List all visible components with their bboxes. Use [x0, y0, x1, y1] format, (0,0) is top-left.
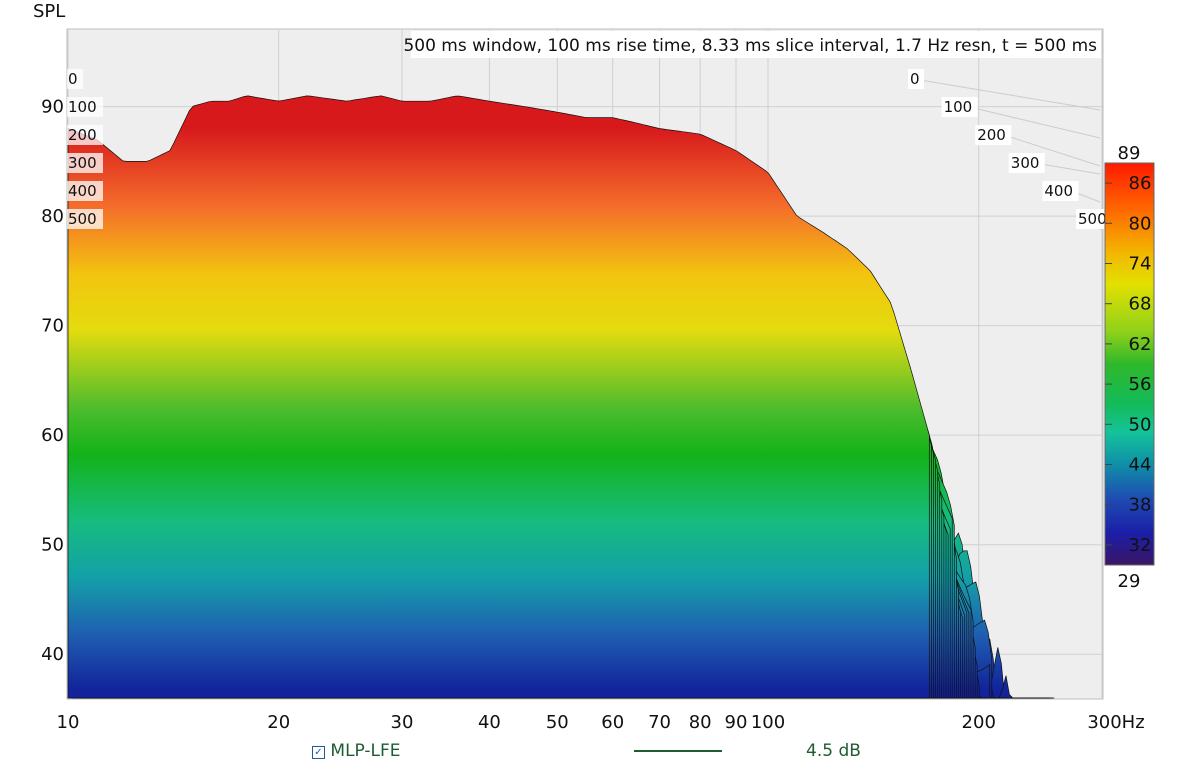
legend-smoothing: 4.5 dB — [806, 741, 861, 761]
y-tick-label: 90 — [41, 97, 64, 118]
time-grid-line — [1040, 163, 1101, 175]
colorbar-tick-label: 74 — [1129, 254, 1152, 275]
y-axis-label: SPL — [33, 1, 65, 22]
y-tick-label: 70 — [41, 316, 64, 337]
colorbar-min-label: 29 — [1118, 571, 1141, 592]
x-tick-label: 50 — [546, 712, 569, 733]
colorbar-tick-label: 32 — [1129, 535, 1152, 556]
x-tick-label: 30 — [391, 712, 414, 733]
checkbox-icon[interactable]: ✓ — [312, 746, 325, 759]
title-box — [411, 31, 1101, 58]
colorbar-tick-label: 80 — [1129, 213, 1152, 234]
time-tick-bg — [67, 181, 103, 201]
waterfall-slice — [67, 95, 930, 699]
x-tick-label: 90 — [725, 712, 748, 733]
time-grid-line — [1007, 135, 1101, 167]
chart-title: 500 ms window, 100 ms rise time, 8.33 ms… — [403, 36, 1097, 56]
time-tick-left: 500 — [68, 210, 97, 228]
x-axis: 10 20 30 40 50 60 70 80 90 100 200 300Hz — [57, 712, 1145, 733]
waterfall-surface — [67, 95, 1055, 699]
x-tick-label: 70 — [648, 712, 671, 733]
time-tick-left: 200 — [68, 126, 97, 144]
x-tick-label: 10 — [57, 712, 80, 733]
time-tick-bg — [67, 97, 103, 117]
time-tick-bg — [908, 69, 924, 89]
time-tick-bg — [67, 153, 103, 173]
time-tick-left: 300 — [68, 154, 97, 172]
time-tick-left: 400 — [68, 182, 97, 200]
time-tick-right: 200 — [977, 126, 1006, 144]
time-tick-bg — [67, 125, 103, 145]
time-tick-bg — [975, 125, 1012, 145]
x-tick-label: 80 — [689, 712, 712, 733]
colorbar-tick-label: 56 — [1129, 374, 1152, 395]
y-tick-label: 40 — [41, 644, 64, 665]
time-grid-line — [919, 79, 1101, 111]
legend-series-name: MLP-LFE — [330, 741, 401, 761]
colorbar-scale — [1104, 162, 1155, 566]
colorbar-tick-label: 86 — [1129, 173, 1152, 194]
y-axis: 40 50 60 70 80 90 — [41, 97, 64, 666]
y-tick-label: 60 — [41, 425, 64, 446]
colorbar-tick-label: 38 — [1129, 495, 1152, 516]
legend-line-sample — [634, 750, 722, 752]
legend-series[interactable]: ✓ MLP-LFE — [312, 741, 401, 761]
colorbar-tick-label: 62 — [1129, 334, 1152, 355]
time-tick-left: 0 — [68, 70, 78, 88]
y-tick-label: 80 — [41, 206, 64, 227]
time-tick-right: 500 — [1078, 210, 1107, 228]
time-tick-right: 400 — [1044, 182, 1073, 200]
time-tick-left: 100 — [68, 98, 97, 116]
x-tick-label: 20 — [267, 712, 290, 733]
colorbar-tick-label: 68 — [1129, 294, 1152, 315]
x-tick-label: 40 — [478, 712, 501, 733]
time-tick-bg — [67, 209, 103, 229]
time-tick-bg — [1042, 181, 1079, 201]
time-tick-bg — [1008, 153, 1045, 173]
time-tick-bg — [67, 69, 83, 89]
x-tick-label: 300Hz — [1087, 712, 1144, 733]
time-tick-right: 0 — [910, 70, 920, 88]
time-grid-line — [973, 107, 1101, 139]
colorbar: 89 29 86 80 74 68 62 56 50 44 38 32 — [1104, 143, 1155, 592]
time-tick-bg — [1076, 209, 1112, 229]
y-tick-label: 50 — [41, 535, 64, 556]
time-grid-line — [1074, 191, 1101, 203]
time-tick-right: 100 — [944, 98, 973, 116]
colorbar-max-label: 89 — [1118, 143, 1141, 164]
colorbar-tick-label: 44 — [1129, 455, 1152, 476]
x-tick-label: 60 — [601, 712, 624, 733]
x-tick-label: 100 — [751, 712, 785, 733]
x-tick-label: 200 — [962, 712, 996, 733]
time-tick-bg — [941, 97, 978, 117]
time-tick-right: 300 — [1011, 154, 1040, 172]
colorbar-tick-label: 50 — [1129, 414, 1152, 435]
